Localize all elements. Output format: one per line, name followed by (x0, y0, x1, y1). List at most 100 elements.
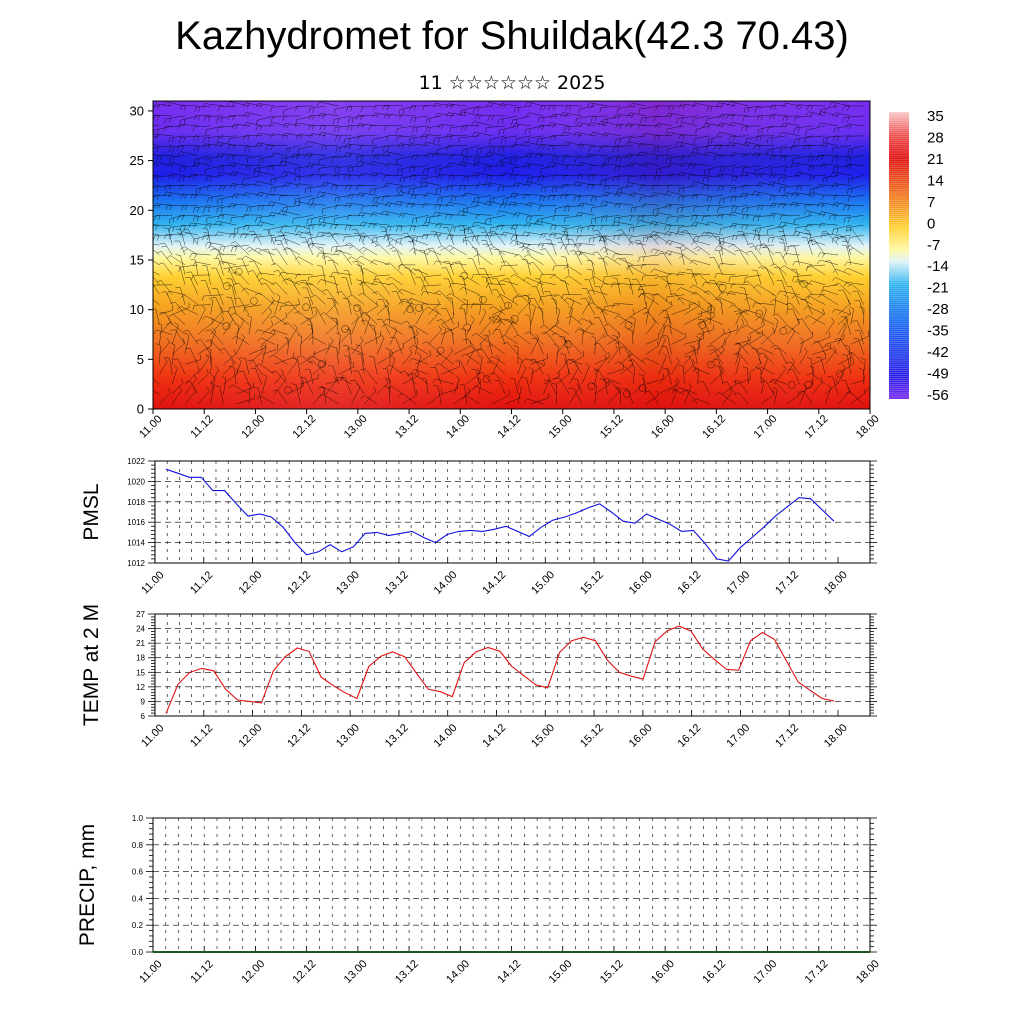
x-tick-label: 16.12 (700, 958, 728, 986)
x-tick-label: 18.00 (854, 958, 882, 986)
colorbar-band-lines (889, 111, 909, 398)
panel-frame (154, 460, 871, 564)
x-tick-label: 17.12 (773, 569, 801, 597)
x-tick-label: 14.00 (432, 569, 460, 597)
colorbar-label: -7 (927, 237, 940, 254)
heatmap-y-tick-label: 0 (137, 402, 144, 417)
x-tick-label: 15.00 (529, 722, 557, 750)
heatmap-x-tick-label: 12.00 (239, 413, 267, 441)
x-tick-label: 12.00 (239, 958, 267, 986)
x-tick-label: 12.00 (236, 569, 264, 597)
heatmap-x-tick-label: 13.12 (393, 413, 421, 441)
y-axis-label: TEMP at 2 M (80, 604, 103, 726)
y-tick-label: 1018 (127, 498, 145, 507)
heatmap-x-axis: 11.00 11.12 12.00 12.12 13.00 13.12 14.00 14.12… (137, 409, 882, 441)
x-tick-label: 13.00 (334, 569, 362, 597)
colorbar-label: -35 (927, 323, 949, 340)
x-tick-label: 12.12 (285, 569, 313, 597)
x-tick-label: 16.12 (676, 722, 704, 750)
y-tick-label: 0.8 (132, 841, 144, 850)
y-tick-label: 21 (136, 639, 145, 648)
heatmap-y-axis: 0 5 10 15 20 25 30 (130, 103, 153, 417)
colorbar-label: 35 (927, 108, 944, 125)
x-tick-label: 13.12 (383, 569, 411, 597)
colorbar-label: 21 (927, 151, 944, 168)
x-tick-label: 11.00 (139, 722, 166, 749)
heatmap-x-tick-label: 16.12 (700, 413, 728, 441)
x-tick-label: 15.00 (547, 958, 575, 986)
x-tick-label: 11.00 (137, 958, 164, 985)
y-tick-label: 1016 (127, 518, 145, 527)
colorbar-label: -28 (927, 301, 949, 318)
chart-title: Kazhydromet for Shuildak(42.3 70.43) (175, 14, 849, 58)
y-tick-label: 1022 (127, 457, 145, 466)
y-tick-label: 15 (136, 668, 145, 677)
colorbar-label: -14 (927, 258, 949, 275)
heatmap-y-tick-label: 15 (130, 252, 144, 267)
wind-barb-lines (153, 101, 870, 405)
y-tick-label: 0.4 (132, 894, 144, 903)
x-tick-label: 12.12 (285, 722, 313, 750)
x-tick-label: 17.00 (751, 958, 779, 986)
x-tick-label: 11.00 (139, 569, 166, 596)
colorbar-label: 7 (927, 194, 935, 211)
temp-panel: 6 9 12 15 18 21 24 27 TEMP at 2 M 11.00 11.12 12.00… (80, 604, 877, 750)
chart-subtitle: 11 ☆☆☆☆☆☆ 2025 (418, 72, 606, 94)
y-tick-label: 1014 (127, 539, 145, 548)
heatmap-x-tick-label: 15.00 (547, 413, 575, 441)
colorbar-label: -49 (927, 366, 949, 383)
heatmap-x-tick-label: 15.12 (598, 413, 626, 441)
x-tick-label: 16.00 (627, 722, 655, 750)
heatmap-y-tick-label: 10 (130, 302, 144, 317)
heatmap-x-tick-label: 11.12 (188, 413, 215, 440)
heatmap-x-tick-label: 17.12 (803, 413, 831, 441)
calm-circles (222, 267, 844, 398)
colorbar-labels: 35 28 21 14 7 0 -7 -14 -21 -28 -35 -42 -49 -56 (927, 108, 949, 404)
heatmap-x-tick-label: 17.00 (751, 413, 779, 441)
x-tick-label: 18.00 (822, 722, 850, 750)
colorbar-label: -42 (927, 344, 949, 361)
pmsl-panel: 1012 1014 1016 1018 1020 1022 PMSL 11.00 11.12 12… (80, 457, 877, 597)
y-axis-label: PMSL (80, 483, 103, 540)
y-tick-label: 1.0 (132, 814, 144, 823)
y-tick-label: 18 (136, 654, 145, 663)
colorbar-label: -56 (927, 387, 949, 404)
heatmap-x-tick-label: 12.12 (291, 413, 319, 441)
x-tick-label: 12.00 (236, 722, 264, 750)
y-tick-label: 1012 (127, 559, 145, 568)
colorbar-label: -21 (927, 280, 949, 297)
heatmap-y-tick-label: 30 (130, 103, 144, 118)
temperature-cross-section: 0 5 10 15 20 25 30 11.00 11.12 12.00 12.12 13.00 13… (130, 100, 882, 441)
x-tick-label: 17.12 (803, 958, 831, 986)
heatmap-y-tick-label: 20 (130, 203, 144, 218)
heatmap-variation (153, 101, 870, 409)
x-tick-label: 13.12 (393, 958, 421, 986)
x-tick-label: 11.12 (188, 569, 215, 596)
heatmap-x-tick-label: 18.00 (854, 413, 882, 441)
x-tick-label: 17.00 (724, 722, 752, 750)
colorbar-label: 14 (927, 172, 944, 189)
y-tick-label: 12 (136, 683, 145, 692)
y-tick-label: 24 (136, 625, 145, 634)
x-tick-label: 13.00 (342, 958, 370, 986)
x-tick-label: 14.12 (480, 722, 508, 750)
precip-panel: 0.0 0.2 0.4 0.6 0.8 1.0 PRECIP, mm 11.00 11.12 12… (76, 814, 882, 986)
x-tick-label: 18.00 (822, 569, 850, 597)
x-tick-label: 11.12 (188, 722, 215, 749)
x-tick-label: 14.00 (432, 722, 460, 750)
x-tick-label: 13.00 (334, 722, 362, 750)
colorbar-bands (889, 111, 909, 398)
x-tick-label: 12.12 (291, 958, 319, 986)
x-tick-label: 14.12 (495, 958, 523, 986)
x-tick-label: 16.00 (627, 569, 655, 597)
y-tick-label: 9 (141, 697, 146, 706)
x-tick-label: 15.12 (598, 958, 626, 986)
colorbar: 35 28 21 14 7 0 -7 -14 -21 -28 -35 -42 -49 -56 (889, 108, 949, 404)
x-tick-label: 13.12 (383, 722, 411, 750)
y-axis-label: PRECIP, mm (76, 824, 99, 946)
heatmap-x-tick-label: 14.12 (495, 413, 523, 441)
heatmap-y-tick-label: 5 (137, 352, 144, 367)
y-tick-label: 0.0 (132, 948, 144, 957)
y-tick-label: 27 (136, 610, 145, 619)
